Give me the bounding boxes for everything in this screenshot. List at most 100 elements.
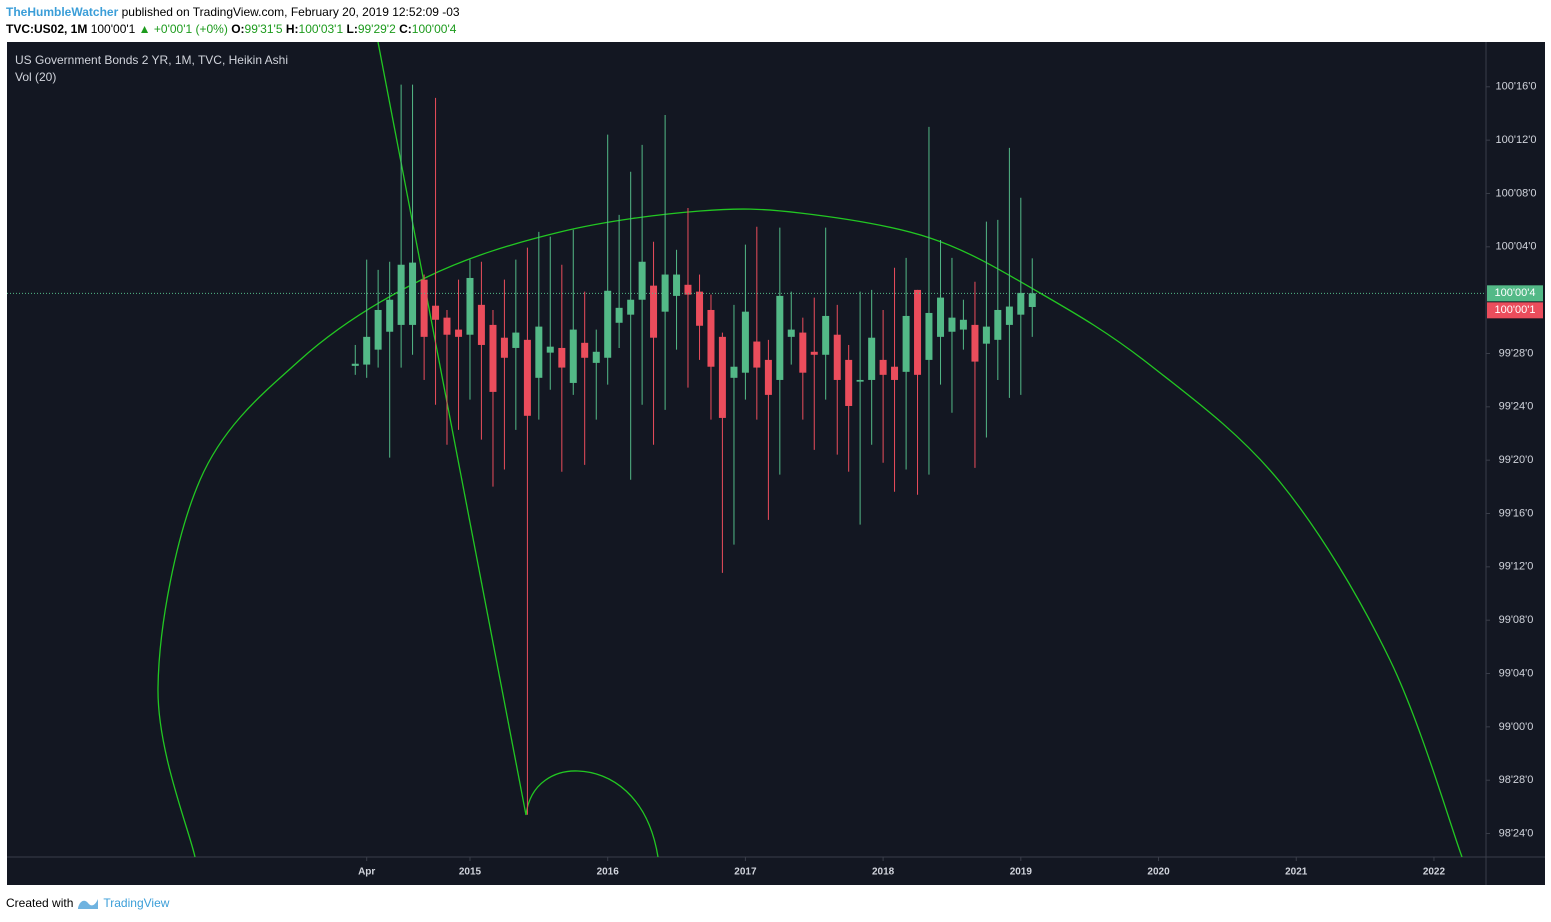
price-label: 100'00'1 [1495,304,1536,316]
candle-body [948,317,956,332]
x-tick-label: 2021 [1285,867,1308,878]
x-tick-label: 2020 [1147,867,1170,878]
candle-body [374,309,382,350]
candle-body [351,363,359,366]
last: 100'00'1 [90,22,136,36]
logo [78,899,99,909]
candle-body [799,332,807,373]
x-tick-label: 2019 [1010,867,1033,878]
ohlc-value: 100'03'1 [298,22,344,36]
candle-body [753,341,761,368]
candle-body [581,342,589,358]
candle-body [914,289,922,375]
x-tick-label: 2017 [734,867,757,878]
candle-body [891,366,899,380]
y-tick-label: 98'28'0 [1499,774,1534,786]
candle-body [673,274,681,296]
candle-body [833,334,841,380]
candle-body [638,261,646,300]
candle-body [845,359,853,406]
candle-body [707,309,715,367]
plot [7,84,1486,815]
footer-text: Created with [6,896,74,910]
candle-body [489,324,497,392]
candle-body [718,336,726,418]
candle-body [420,279,428,337]
candle-body [615,307,623,323]
candle-body [868,337,876,380]
candle-body [696,291,704,326]
candle-body [569,329,577,383]
candle-body [661,274,669,312]
candle-body [558,347,566,368]
y-tick-label: 99'28'0 [1499,347,1534,359]
candle-body [810,351,818,355]
chart: US Government Bonds 2 YR, 1M, TVC, Heiki… [7,42,1545,885]
y-tick-label: 100'16'0 [1496,81,1537,93]
x-tick-label: 2022 [1423,867,1446,878]
y-tick-label: 100'04'0 [1496,241,1537,253]
ohlc-label: C: [399,22,412,36]
published: published on TradingView.com, February 2… [121,5,460,19]
candle-body [432,305,440,320]
x-tick-label: 2015 [459,867,482,878]
candle-body [386,299,394,332]
ohlc-label: O: [231,22,245,36]
ohlc-label: H: [285,22,299,36]
candle-body [455,329,463,337]
author[interactable]: TheHumbleWatcher [6,5,119,19]
y-tick-label: 99'08'0 [1499,614,1534,626]
price-label-box [1487,285,1543,302]
drawings [157,42,1463,857]
trend-line [377,42,527,816]
y-tick-label: 100'08'0 [1496,187,1537,199]
candle-body [971,324,979,362]
candle-body [397,264,405,325]
indicator-label: Vol (20) [15,70,56,84]
x-tick-label: 2016 [597,867,620,878]
candle-body [902,315,910,372]
y-tick-label: 99'12'0 [1499,561,1534,573]
y-tick-label: 100'12'0 [1496,134,1537,146]
candle-body [822,315,830,355]
candle-body [684,284,692,295]
candle-body [523,339,531,416]
footer-brand[interactable]: TradingView [103,896,170,910]
candle-body [604,290,612,358]
candle-body [535,326,543,378]
candle-body [959,319,967,330]
header-line-1: TheHumbleWatcher published on TradingVie… [6,4,460,21]
change: ▲ +0'00'1 (+0%) [138,22,228,36]
y-tick-label: 99'24'0 [1499,401,1534,413]
candle-body [776,295,784,380]
fib-arc [157,208,1463,857]
candle-body [741,311,749,373]
candle-body [443,317,451,335]
header-line-2: TVC:US02, 1M 100'00'1 ▲ +0'00'1 (+0%) O:… [6,21,460,38]
candle-body [466,277,474,335]
candle-body [879,359,887,375]
header: TheHumbleWatcher published on TradingVie… [6,4,460,38]
candle-body [650,285,658,338]
price-label: 100'00'4 [1495,287,1536,299]
chart-background [7,42,1545,885]
candle-body [730,366,738,378]
candle-body [500,337,508,358]
candle-body [994,309,1002,340]
ohlc-value: 100'00'4 [411,22,457,36]
y-tick-label: 98'24'0 [1499,827,1534,839]
y-tick-label: 99'04'0 [1499,667,1534,679]
x-tick-label: Apr [358,867,375,878]
ohlc-value: 99'29'2 [357,22,396,36]
candle-body [592,351,600,363]
chart-title: US Government Bonds 2 YR, 1M, TVC, Heiki… [15,53,288,67]
candle-body [856,379,864,382]
candle-body [937,297,945,337]
candle-body [477,304,485,345]
x-tick-label: 2018 [872,867,895,878]
footer: Created with TradingView [6,896,169,910]
candle-body [1005,306,1013,325]
candle-body [925,312,933,360]
fib-arc-small [525,770,659,857]
